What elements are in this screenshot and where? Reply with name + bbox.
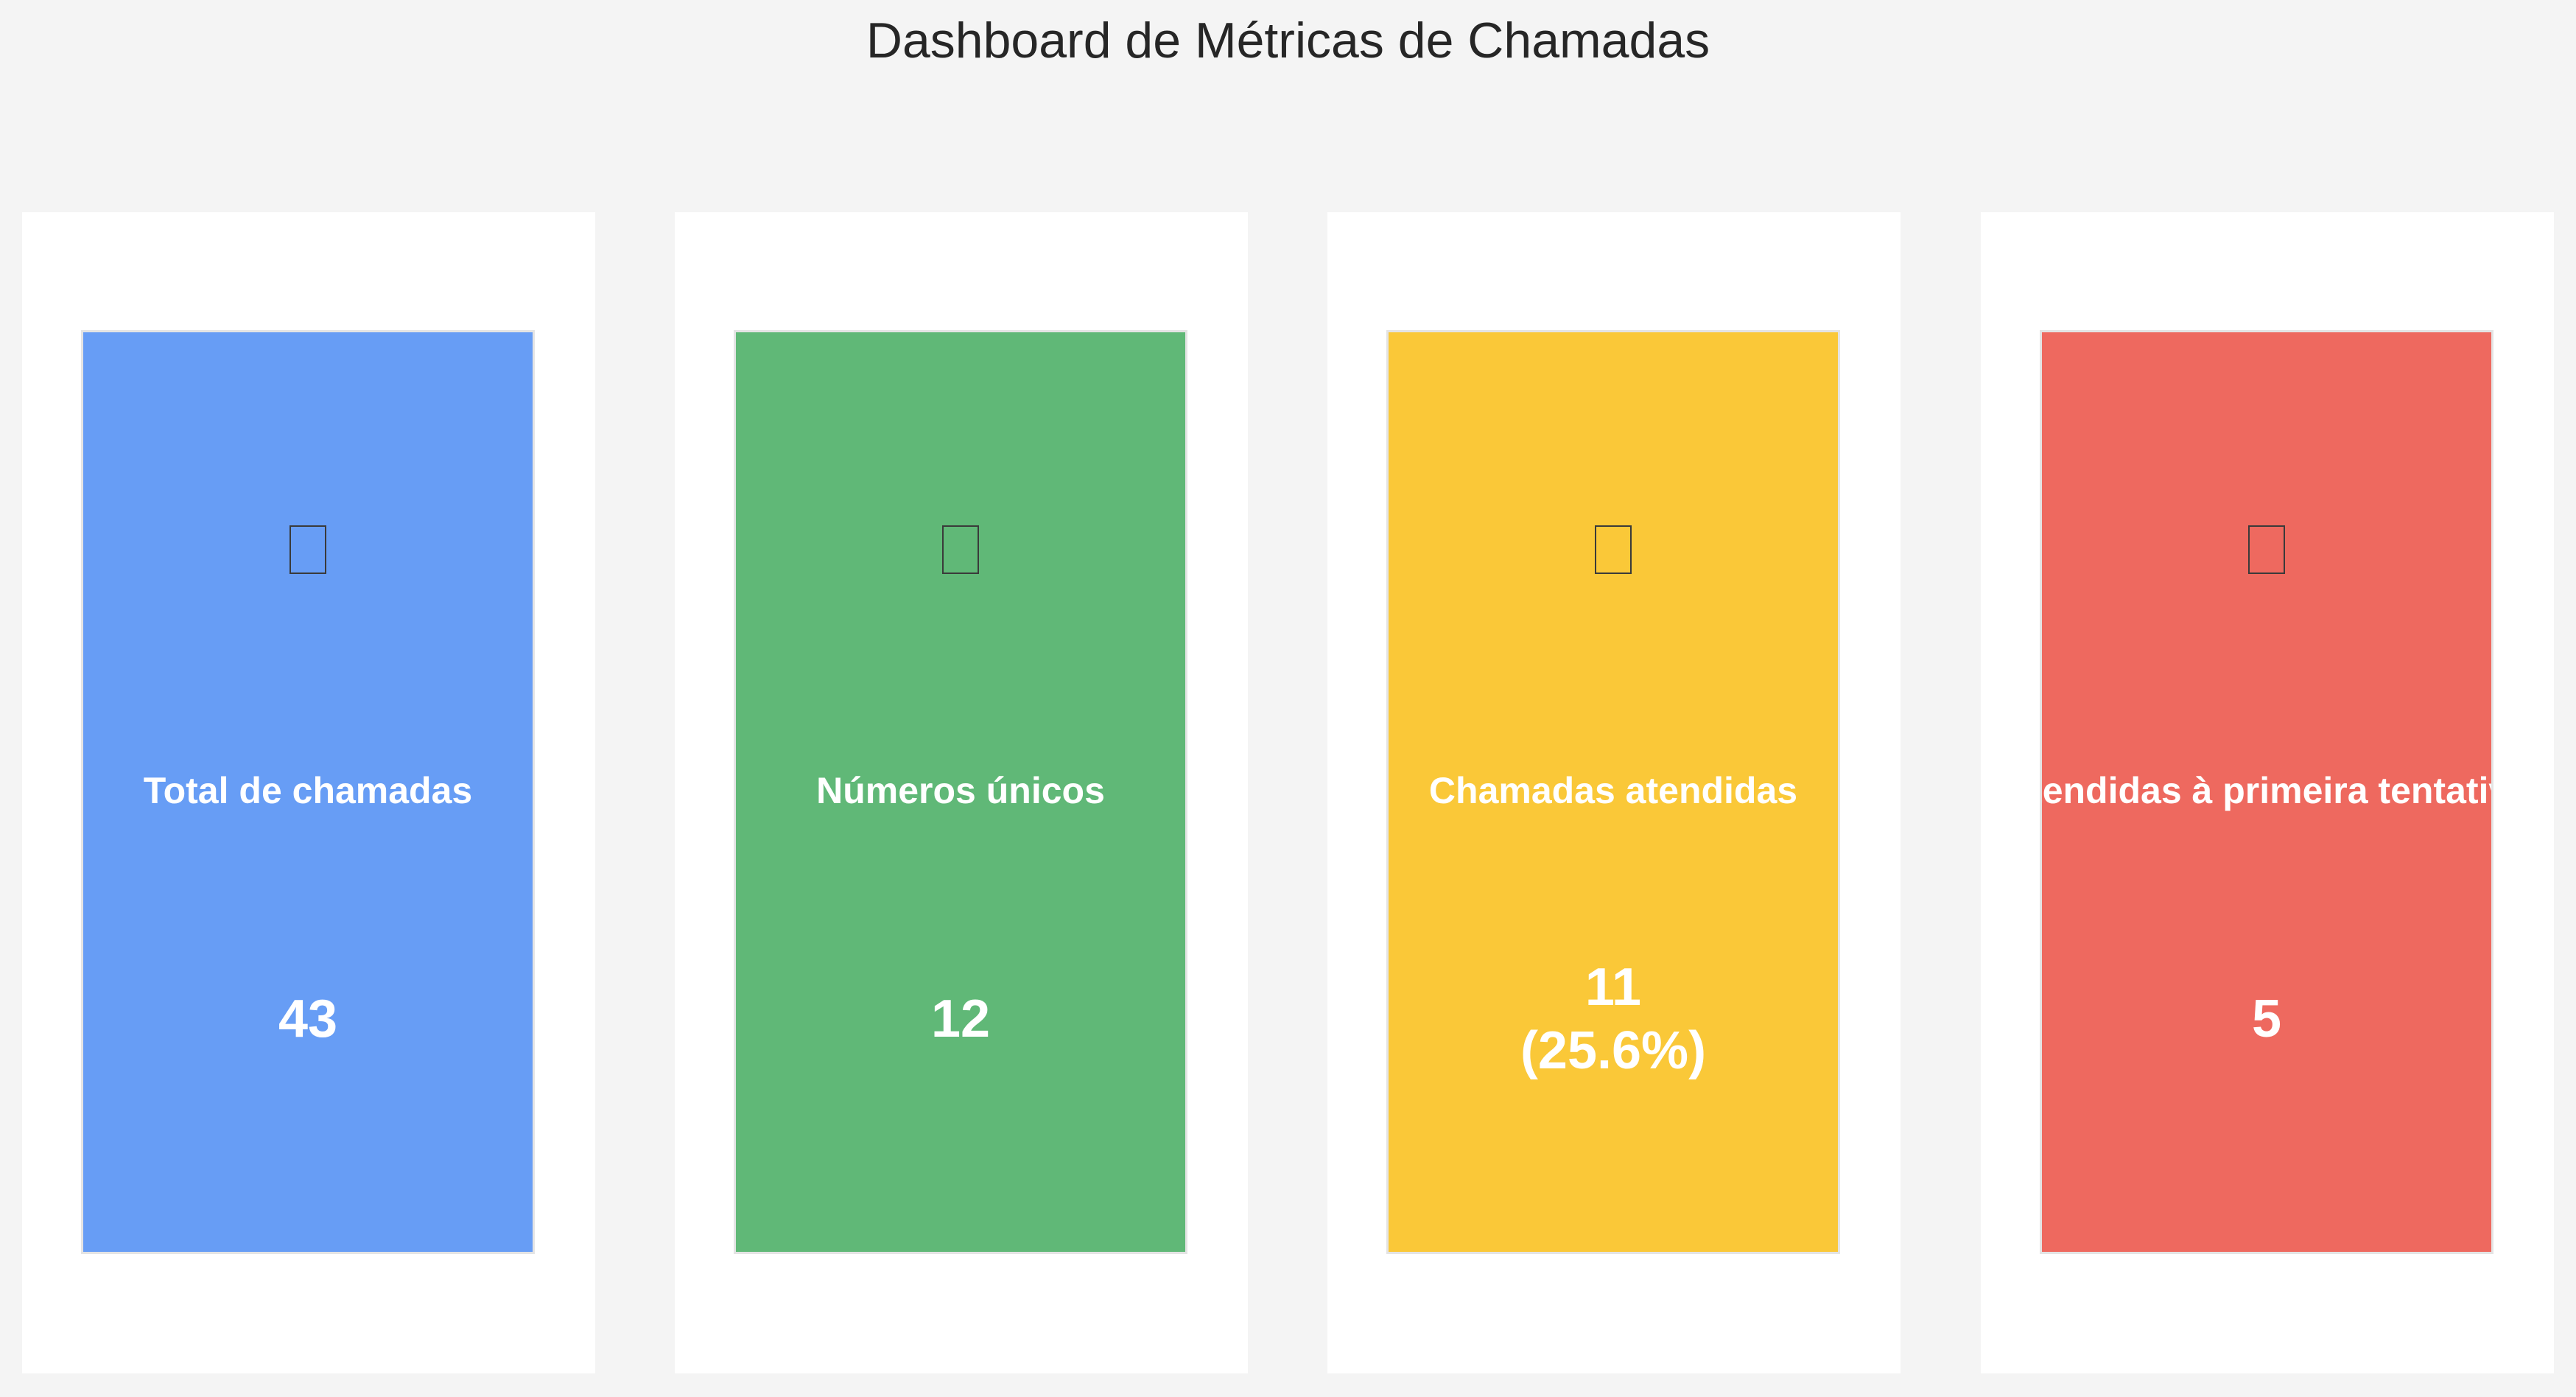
metric-label: Números únicos: [816, 770, 1105, 811]
target-icon: [2248, 525, 2285, 574]
metric-card-answered-calls: Chamadas atendidas 11 (25.6%): [1386, 330, 1840, 1254]
metric-panel-first-attempt: Atendidas à primeira tentativa 5: [1981, 212, 2554, 1373]
metric-value: 5: [2251, 990, 2282, 1048]
page-title: Dashboard de Métricas de Chamadas: [866, 13, 1710, 69]
metric-card-total-calls: Total de chamadas 43: [81, 330, 535, 1254]
metric-panel-unique-numbers: Números únicos 12: [675, 212, 1248, 1373]
metric-panel-answered-calls: Chamadas atendidas 11 (25.6%): [1327, 212, 1901, 1373]
metric-value: 43: [278, 990, 338, 1048]
metric-panel-total-calls: Total de chamadas 43: [22, 212, 595, 1373]
metric-label: Chamadas atendidas: [1428, 770, 1798, 811]
metric-value: 11 (25.6%): [1520, 958, 1707, 1080]
metric-label: Atendidas à primeira tentativa: [2042, 770, 2491, 811]
metric-label: Total de chamadas: [143, 770, 473, 811]
check-icon: [1595, 525, 1632, 574]
metric-card-unique-numbers: Números únicos 12: [734, 330, 1187, 1254]
metric-value: 12: [930, 990, 991, 1048]
hash-icon: [942, 525, 979, 574]
phone-icon: [289, 525, 326, 574]
metric-card-first-attempt: Atendidas à primeira tentativa 5: [2040, 330, 2493, 1254]
